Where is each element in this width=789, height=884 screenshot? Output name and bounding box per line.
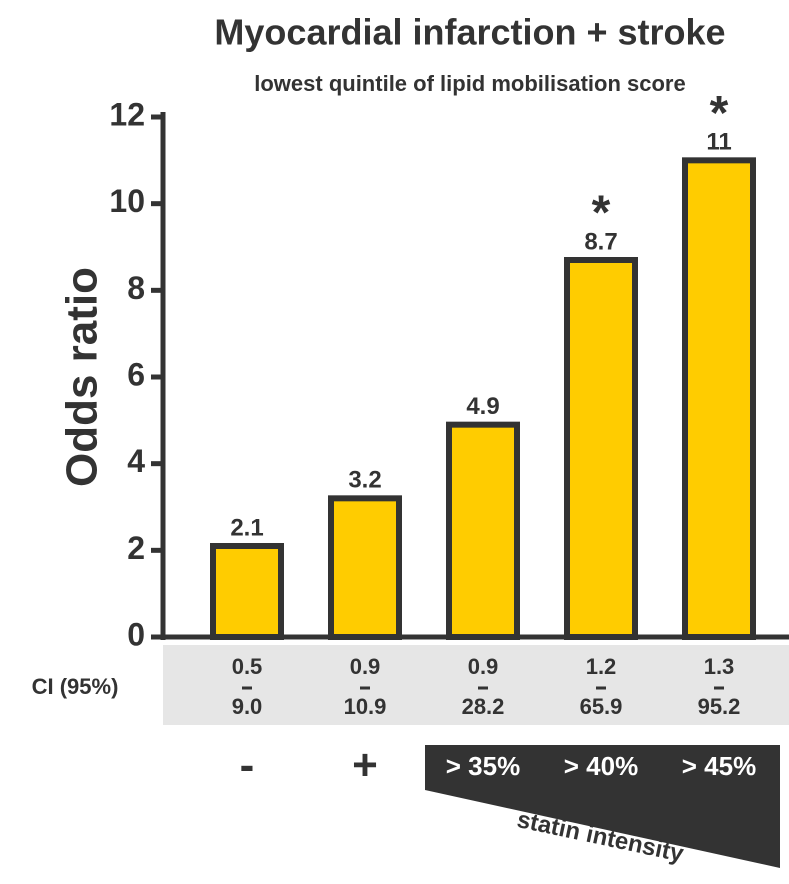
y-tick-label: 4 (127, 443, 145, 479)
y-tick-label: 8 (127, 270, 145, 306)
bar (564, 257, 638, 640)
y-tick-label: 6 (127, 356, 145, 392)
bar (210, 543, 284, 640)
y-axis-label: Odds ratio (58, 267, 107, 487)
value-label: 8.7 (584, 228, 617, 255)
value-label: 3.2 (348, 467, 381, 494)
bar (446, 421, 520, 640)
ci-label: CI (95%) (32, 674, 119, 699)
y-tick-label: 10 (109, 183, 145, 219)
ci-upper: 10.9 (344, 694, 387, 719)
y-tick-label: 12 (109, 96, 145, 132)
x-tick-label: - (240, 741, 255, 790)
y-tick-label: 0 (127, 616, 145, 652)
x-tick-label: + (352, 741, 378, 790)
ci-lower: 1.2 (586, 654, 617, 679)
value-label: 2.1 (230, 514, 263, 541)
ci-upper: 9.0 (232, 694, 263, 719)
x-tick-label: > 35% (446, 751, 520, 781)
significance-mark: * (592, 187, 611, 240)
ci-lower: 0.5 (232, 654, 263, 679)
chart-title: Myocardial infarction + stroke (214, 12, 725, 53)
ci-upper: 65.9 (580, 694, 623, 719)
ci-upper: 95.2 (698, 694, 741, 719)
value-label: 4.9 (466, 393, 499, 420)
chart-subtitle: lowest quintile of lipid mobilisation sc… (254, 71, 685, 96)
ci-upper: 28.2 (462, 694, 505, 719)
statin-intensity-wedge (425, 745, 780, 868)
x-tick-label: > 40% (564, 751, 638, 781)
ci-band (163, 645, 789, 725)
y-tick-label: 2 (127, 530, 145, 566)
ci-lower: 0.9 (350, 654, 381, 679)
ci-lower: 0.9 (468, 654, 499, 679)
bar (682, 157, 756, 640)
significance-mark: * (710, 87, 729, 140)
value-label: 11 (706, 129, 731, 156)
bar (328, 495, 402, 641)
x-tick-label: > 45% (682, 751, 756, 781)
ci-lower: 1.3 (704, 654, 735, 679)
